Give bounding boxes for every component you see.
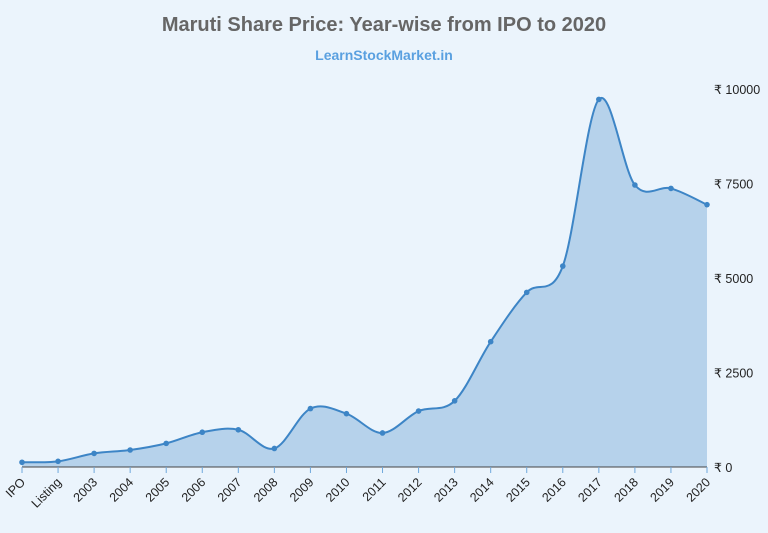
- data-point: [343, 410, 350, 417]
- chart-subtitle: LearnStockMarket.in: [315, 47, 453, 63]
- x-tick-label: 2007: [215, 475, 245, 505]
- x-tick-label: 2004: [107, 475, 137, 505]
- x-tick-label: 2003: [71, 475, 101, 505]
- data-point: [415, 408, 422, 414]
- x-tick-label: 2015: [503, 475, 533, 505]
- data-point: [163, 440, 170, 447]
- data-point: [523, 289, 530, 296]
- data-point: [487, 338, 494, 345]
- x-tick-label: Listing: [29, 475, 64, 510]
- x-tick-label: 2013: [431, 475, 461, 505]
- x-tick-label: 2006: [179, 475, 209, 505]
- data-point: [19, 459, 25, 466]
- x-tick-label: 2009: [287, 475, 317, 505]
- data-point: [271, 445, 278, 452]
- data-point: [307, 405, 314, 412]
- chart-title: Maruti Share Price: Year-wise from IPO t…: [161, 14, 607, 36]
- data-point: [55, 458, 61, 465]
- data-point: [559, 263, 566, 269]
- x-tick-label: 2014: [467, 475, 497, 505]
- data-point: [632, 182, 638, 188]
- area-fill: [22, 97, 707, 467]
- y-tick-label: ₹ 5000: [714, 272, 753, 286]
- x-tick-label: 2017: [575, 475, 605, 505]
- data-point: [596, 96, 602, 103]
- x-tick-label: IPO: [3, 475, 28, 500]
- data-point: [379, 430, 386, 436]
- x-tick-label: 2008: [251, 475, 281, 505]
- y-tick-label: ₹ 10000: [714, 83, 760, 97]
- x-tick-label: 2019: [648, 475, 678, 505]
- data-point: [451, 398, 458, 404]
- data-point: [91, 450, 97, 457]
- y-tick-label: ₹ 0: [714, 461, 732, 475]
- x-tick-label: 2005: [143, 475, 173, 505]
- data-point: [127, 447, 133, 453]
- data-point: [199, 429, 206, 436]
- x-tick-label: 2010: [323, 475, 353, 505]
- x-tick-label: 2020: [684, 475, 714, 505]
- data-point: [235, 426, 242, 433]
- x-tick-label: 2012: [395, 475, 425, 505]
- data-point: [668, 185, 674, 192]
- y-tick-label: ₹ 7500: [714, 178, 753, 192]
- x-tick-label: 2018: [611, 475, 641, 505]
- data-point: [704, 201, 710, 208]
- x-tick-label: 2016: [539, 475, 569, 505]
- x-tick-label: 2011: [360, 475, 389, 504]
- y-tick-label: ₹ 2500: [714, 367, 753, 381]
